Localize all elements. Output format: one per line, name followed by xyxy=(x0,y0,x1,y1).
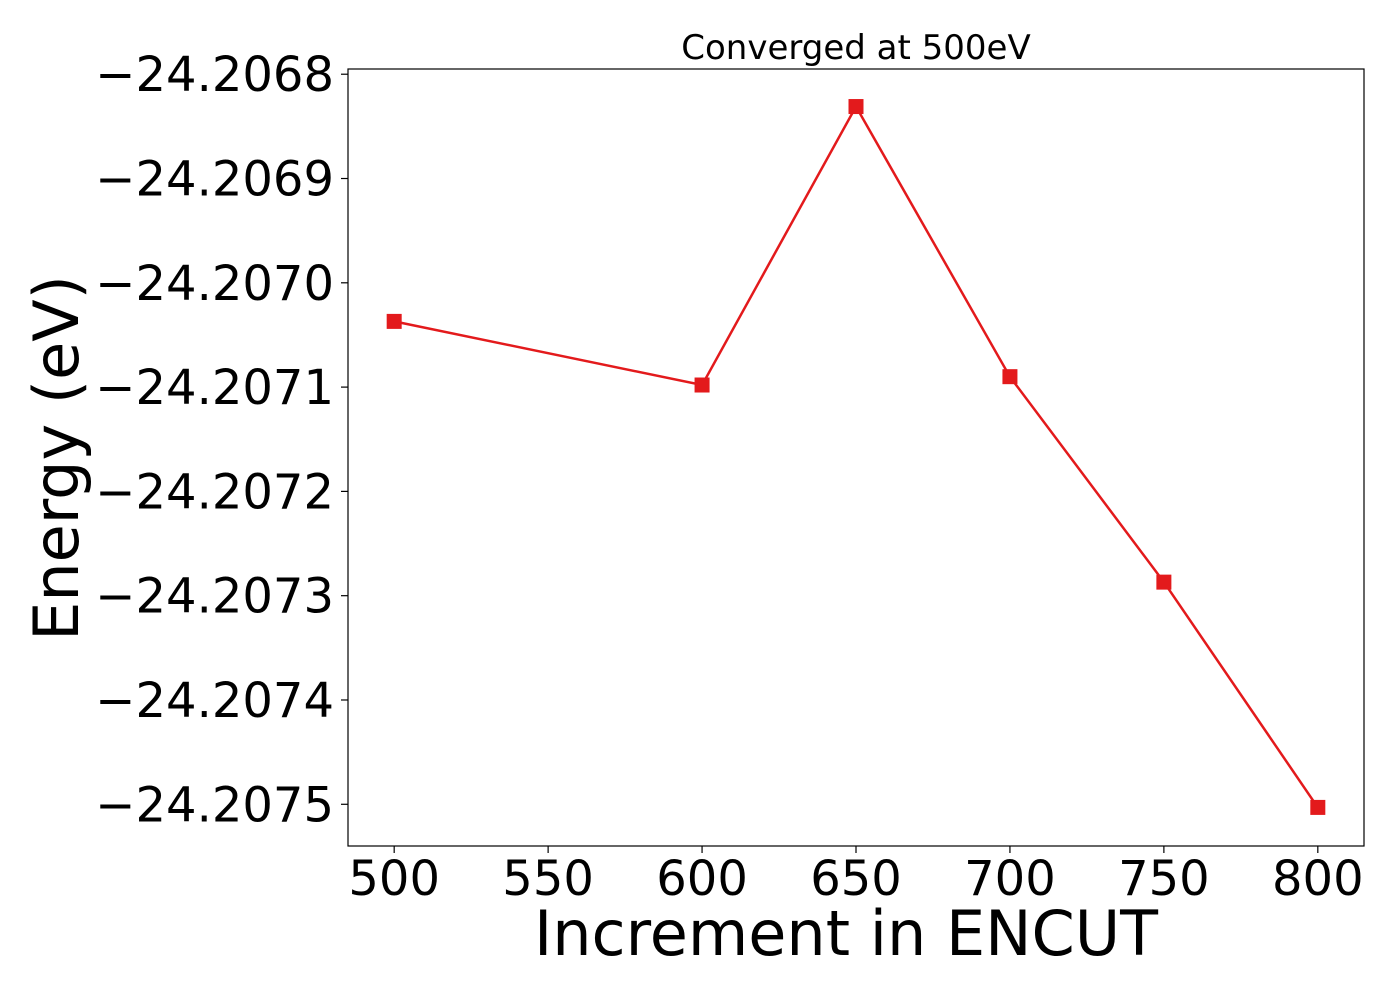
x-tick-label: 600 xyxy=(656,851,748,907)
chart-title: Converged at 500eV xyxy=(681,28,1030,68)
data-point xyxy=(1002,369,1018,385)
x-tick-label: 700 xyxy=(964,851,1056,907)
series-markers xyxy=(386,99,1326,815)
x-axis: 500 550 600 650 700 750 800 xyxy=(348,846,1364,907)
data-point xyxy=(1310,799,1326,815)
x-tick-label: 800 xyxy=(1272,851,1364,907)
x-axis-title: Increment in ENCUT xyxy=(534,897,1159,970)
y-tick-label: −24.2075 xyxy=(95,777,334,833)
x-tick-label: 500 xyxy=(348,851,440,907)
series-line xyxy=(393,103,1319,809)
x-tick-label: 650 xyxy=(810,851,902,907)
data-point xyxy=(1156,574,1172,590)
y-tick-label: −24.2073 xyxy=(95,569,334,625)
data-point xyxy=(848,99,864,115)
x-tick-label: 750 xyxy=(1118,851,1210,907)
y-tick-label: −24.2070 xyxy=(95,256,334,312)
y-tick-label: −24.2068 xyxy=(95,47,334,103)
y-axis-title: Energy (eV) xyxy=(20,275,93,641)
x-tick-label: 550 xyxy=(502,851,594,907)
y-tick-label: −24.2072 xyxy=(95,464,334,520)
y-tick-label: −24.2074 xyxy=(95,673,334,729)
plot-area xyxy=(347,68,1365,847)
y-tick-label: −24.2071 xyxy=(95,360,334,416)
data-point xyxy=(694,377,710,393)
y-axis: −24.2068 −24.2069 −24.2070 −24.2071 −24.2072… xyxy=(95,47,348,833)
data-point xyxy=(386,313,402,329)
y-tick-label: −24.2069 xyxy=(95,152,334,208)
